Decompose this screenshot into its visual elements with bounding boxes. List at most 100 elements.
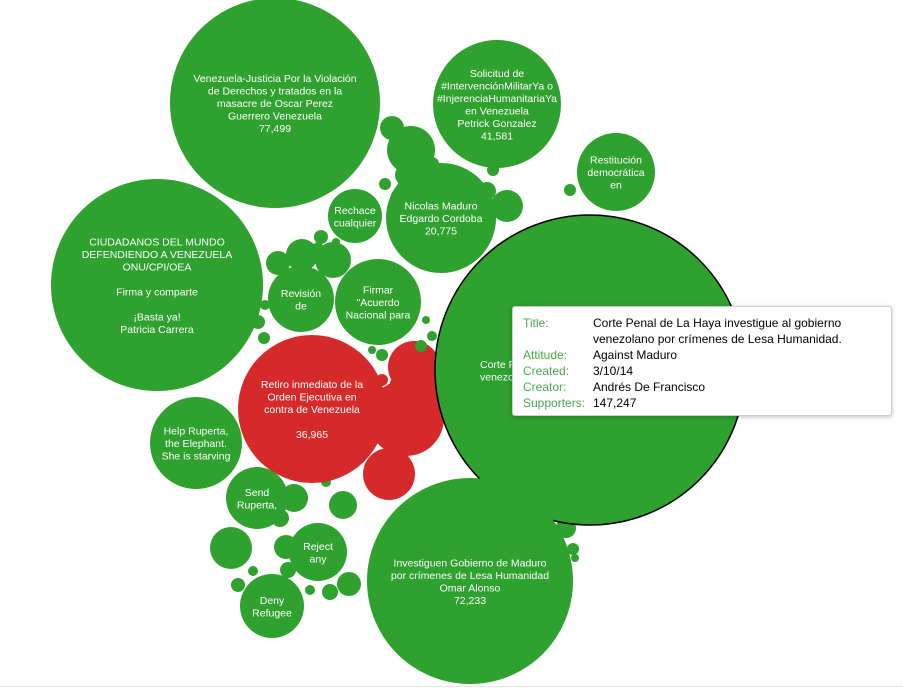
petition-label-line: Omar Alonso — [440, 582, 501, 594]
petition-bubble-small[interactable] — [337, 572, 361, 596]
petition-label-line: en Venezuela — [465, 105, 529, 117]
petition-bubble-small[interactable] — [422, 316, 430, 324]
petition-bubble-small[interactable] — [427, 331, 437, 341]
tooltip-attitude-value: Against Maduro — [593, 348, 678, 362]
petition-circle[interactable] — [240, 574, 304, 638]
petition-bubble-small[interactable] — [363, 448, 415, 500]
petition-label-line: Patricia Carrera — [120, 324, 194, 336]
petition-bubble-small[interactable] — [567, 543, 579, 555]
petition-bubble-small[interactable] — [322, 584, 338, 600]
petition-bubble-small[interactable] — [260, 300, 270, 310]
petition-label-line: contra de Venezuela — [264, 404, 360, 416]
tooltip-title-row: Title: Corte Penal de La Haya investigue… — [523, 315, 881, 347]
petition-label-line: Corte P — [480, 359, 516, 371]
petition-circle[interactable] — [328, 189, 382, 243]
petition-bubble-small[interactable] — [376, 349, 388, 361]
petition-label-line: Retiro inmediato de la — [261, 379, 363, 391]
petition-bubble-small[interactable] — [390, 437, 406, 453]
petition-label-line: Rechace — [334, 205, 376, 217]
petition-label-line: DEFENDIENDO A VENEZUELA — [82, 249, 233, 261]
petition-bubble-small[interactable] — [313, 242, 323, 252]
petition-bubble-small[interactable] — [210, 527, 252, 569]
petition-circle[interactable] — [367, 478, 573, 684]
petition-label-line: Firmar — [363, 285, 394, 297]
petition-circle[interactable] — [577, 133, 655, 211]
petition-circle[interactable] — [289, 523, 347, 581]
petition-circle[interactable] — [170, 0, 380, 208]
petition-label-line: venezo — [480, 371, 514, 383]
petition-label-line: any — [310, 553, 328, 565]
petition-bubble-small[interactable] — [388, 341, 440, 393]
petition-label-line: 77,499 — [259, 123, 291, 135]
tooltip-created-value: 3/10/14 — [593, 364, 634, 378]
petition-bubble-small[interactable] — [248, 566, 258, 576]
petition-label-line: Edgardo Cordoba — [400, 213, 483, 225]
petition-label-line: Reject — [303, 541, 333, 553]
tooltip-creator-row: Creator: Andrés De Francisco — [523, 379, 881, 395]
petition-bubble-small[interactable] — [491, 190, 523, 222]
petition-bubble-small[interactable] — [231, 578, 245, 592]
petition-label-line: Venezuela-Justicia Por la Violación — [193, 73, 356, 85]
petition-bubble-intervencion[interactable]: Solicitud de#IntervenciónMilitarYa o#Inj… — [433, 40, 561, 168]
petition-bubble-small[interactable] — [305, 585, 315, 595]
petition-label-line: CIUDADANOS DEL MUNDO — [89, 236, 225, 248]
petition-label-line: #IntervenciónMilitarYa o — [441, 80, 553, 92]
petition-bubble-ruperta[interactable]: Help Ruperta,the Elephant.She is starvin… — [150, 397, 242, 489]
petition-label-line: Solicitud de — [470, 68, 524, 80]
petition-bubble-small[interactable] — [315, 242, 351, 278]
petition-label-line: Firma y comparte — [116, 286, 198, 298]
petition-bubble-small[interactable] — [415, 340, 427, 352]
petition-bubble-small[interactable] — [564, 184, 576, 196]
tooltip-title-value: Corte Penal de La Haya investigue al gob… — [593, 316, 842, 346]
petition-circle[interactable] — [386, 163, 496, 273]
tooltip-supporters-key: Supporters: — [523, 396, 586, 410]
petition-label-line: Petrick Gonzalez — [457, 118, 536, 130]
petition-bubble-small[interactable] — [258, 332, 270, 344]
petition-bubble-small[interactable] — [368, 346, 376, 354]
petition-bubble-small[interactable] — [286, 239, 318, 271]
petition-label-line: Revisión — [281, 288, 321, 300]
petition-circle[interactable] — [238, 335, 386, 483]
petition-label-line: 72,233 — [454, 595, 486, 607]
tooltip-creator-value: Andrés De Francisco — [593, 380, 706, 394]
petition-circle[interactable] — [150, 397, 242, 489]
tooltip-supporters-value: 147,247 — [593, 396, 637, 410]
petition-label-line: cualquier — [334, 217, 377, 229]
petition-bubble-small[interactable] — [314, 230, 328, 244]
petition-label-line: ¡Basta ya! — [133, 311, 180, 323]
petition-circle[interactable] — [51, 179, 263, 391]
petition-circle[interactable] — [433, 40, 561, 168]
petition-label-line: the Elephant. — [165, 438, 227, 450]
petition-bubble-small[interactable] — [390, 378, 400, 388]
petition-label-line: de Derechos y tratados en la — [208, 86, 342, 98]
petition-label-line: 20,775 — [425, 226, 457, 238]
petition-label-line: Ruperta, — [237, 499, 277, 511]
petition-bubble-small[interactable] — [380, 116, 404, 140]
petition-bubble-small[interactable] — [387, 126, 435, 174]
petition-bubble-small[interactable] — [266, 251, 290, 275]
petition-circle[interactable] — [268, 266, 334, 332]
petition-circle[interactable] — [226, 467, 288, 529]
tooltip-created-row: Created: 3/10/14 — [523, 363, 881, 379]
petition-bubble-small[interactable] — [329, 491, 357, 519]
petition-bubble-small[interactable] — [379, 178, 391, 190]
petition-label-line: en — [610, 180, 622, 192]
petition-bubble-small[interactable] — [332, 238, 340, 246]
petition-bubble-small[interactable] — [280, 562, 296, 578]
petition-bubble-small[interactable] — [571, 554, 579, 562]
tooltip-created-key: Created: — [523, 364, 570, 378]
petition-circle[interactable] — [335, 259, 421, 345]
petition-label-line: ONU/CPI/OEA — [123, 261, 192, 273]
